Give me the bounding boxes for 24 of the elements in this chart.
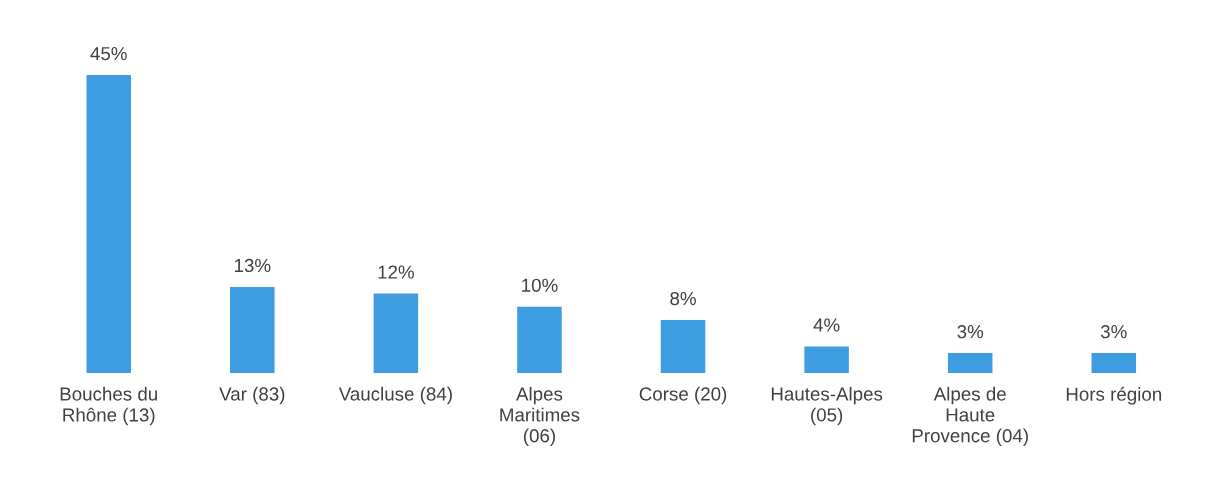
bar [373, 293, 419, 373]
bar [947, 353, 993, 373]
bar [86, 75, 131, 373]
x-tick-label: Corse (20) [639, 386, 727, 405]
x-tick-label: Alpes de Haute Provence (04) [912, 386, 1028, 447]
x-tick-label: Hors région [1066, 386, 1162, 405]
bar [517, 306, 562, 373]
data-label: 10% [522, 278, 558, 292]
data-label: 12% [378, 265, 414, 279]
bar [230, 286, 275, 373]
x-tick-label: Hautes-Alpes (05) [771, 386, 883, 426]
data-label: 4% [813, 318, 840, 332]
bar [804, 346, 849, 373]
data-label: 3% [1100, 325, 1127, 339]
data-label: 13% [234, 258, 271, 273]
bar [660, 320, 706, 373]
x-tick-label: Bouches du Rhône (13) [60, 386, 157, 426]
x-tick-label: Var (83) [219, 386, 285, 405]
data-label: 45% [90, 47, 127, 61]
data-label: 8% [670, 291, 696, 306]
data-label: 3% [957, 325, 984, 339]
x-tick-label: Alpes Maritimes (06) [500, 386, 580, 447]
x-tick-label: Vaucluse (84) [338, 386, 452, 405]
bar [1091, 353, 1137, 373]
